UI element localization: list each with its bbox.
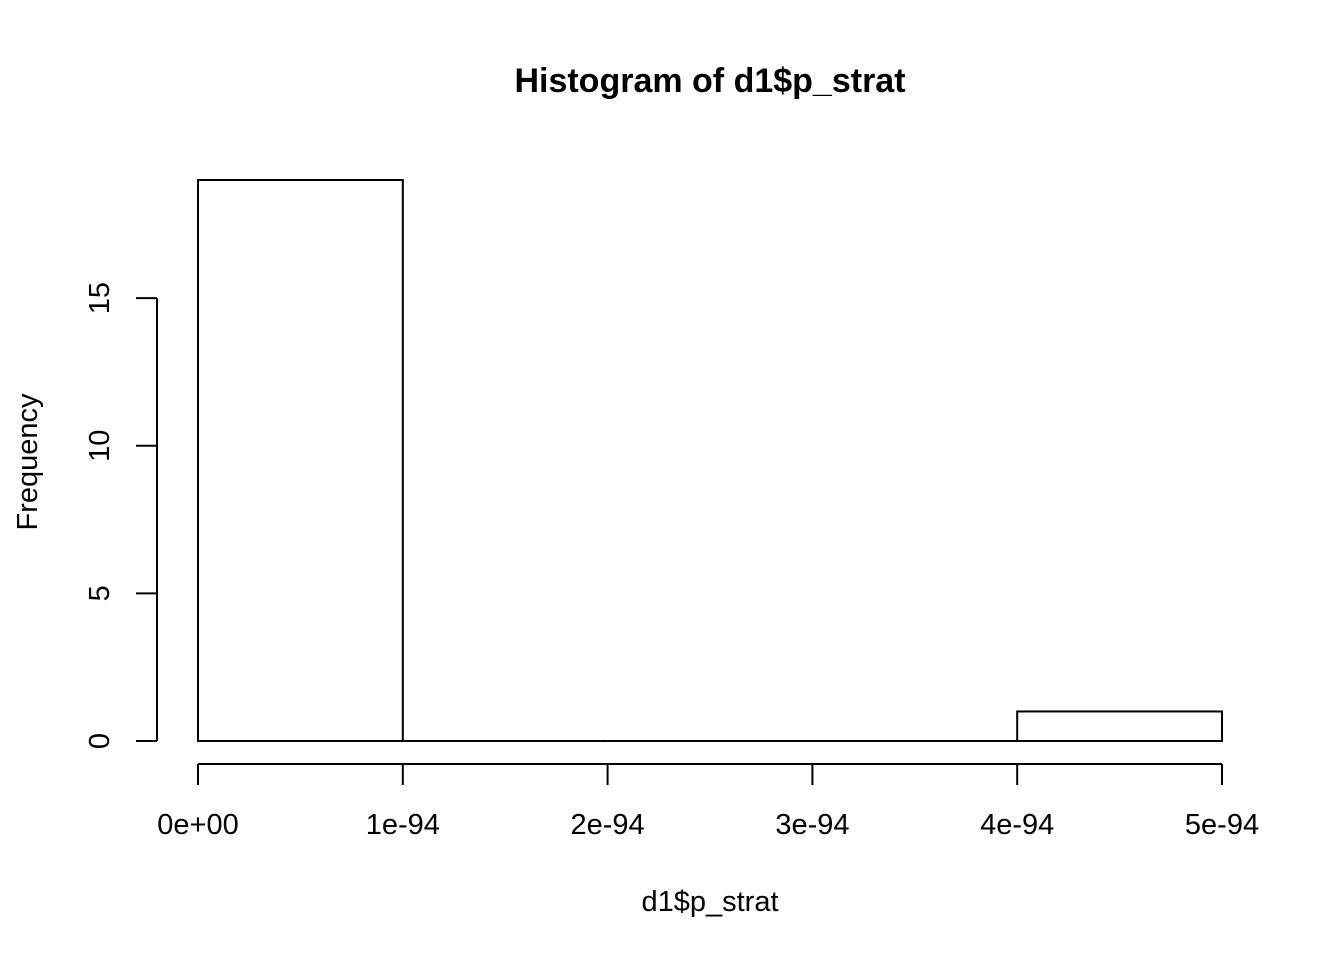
histogram-bar-0 <box>197 179 404 742</box>
x-tick-label-3: 3e-94 <box>775 809 849 841</box>
x-tick-label-0: 0e+00 <box>157 809 238 841</box>
x-tick-label-2: 2e-94 <box>571 809 645 841</box>
y-tick-label-2: 10 <box>84 430 116 462</box>
chart-title: Histogram of d1$p_strat <box>514 62 905 100</box>
x-tick-label-4: 4e-94 <box>980 809 1054 841</box>
y-axis: 0 5 10 15 <box>84 282 158 749</box>
histogram-bars <box>197 179 1224 743</box>
y-tick-label-0: 0 <box>84 733 116 749</box>
x-axis-label: d1$p_strat <box>641 886 778 918</box>
x-tick-label-1: 1e-94 <box>366 809 440 841</box>
y-tick-label-1: 5 <box>84 585 116 601</box>
y-tick-label-3: 15 <box>84 282 116 314</box>
x-axis: 0e+00 1e-94 2e-94 3e-94 4e-94 5e-94 <box>157 763 1259 841</box>
x-tick-label-5: 5e-94 <box>1185 809 1259 841</box>
y-axis-label: Frequency <box>12 393 44 531</box>
histogram-bar-4 <box>1016 710 1224 743</box>
